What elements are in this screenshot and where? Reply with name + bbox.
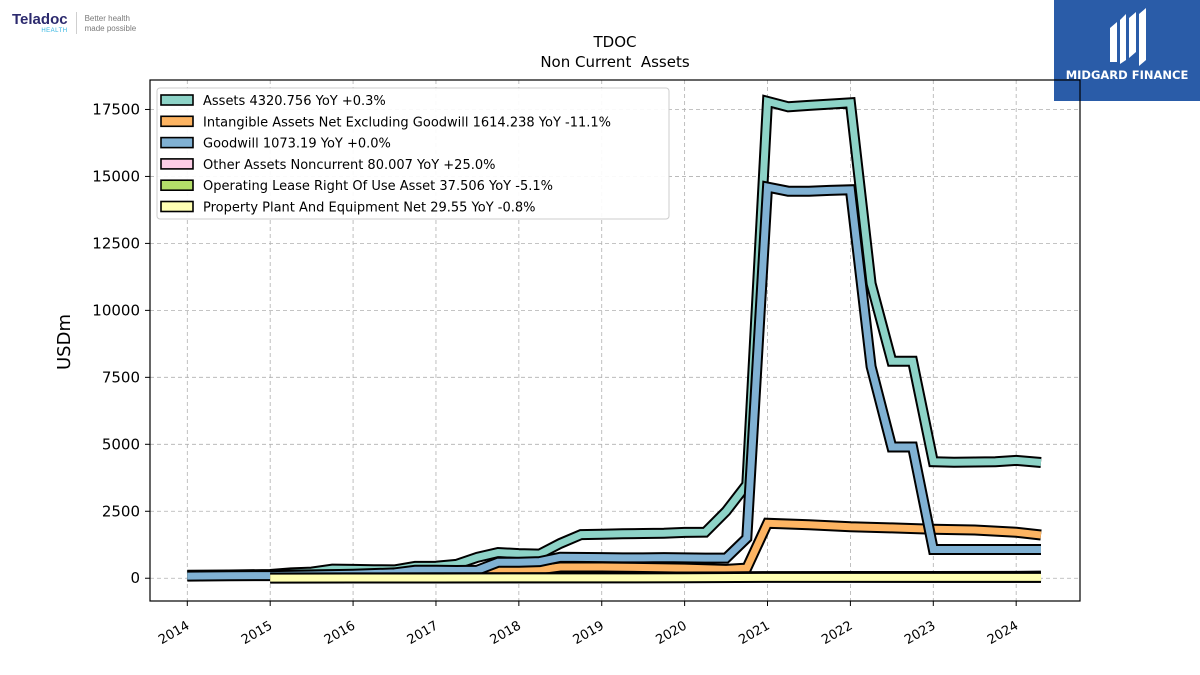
legend-swatch-2 — [160, 136, 194, 149]
legend-entry-1: Intangible Assets Net Excluding Goodwill… — [203, 115, 611, 130]
y-tick-label: 17500 — [92, 100, 140, 118]
brand-divider — [75, 12, 77, 34]
legend-swatch-5 — [160, 200, 194, 213]
y-tick-label: 10000 — [92, 301, 140, 319]
legend-swatch-3 — [160, 158, 194, 170]
x-tick-label: 2023 — [902, 618, 938, 648]
legend-entry-3: Other Assets Noncurrent 80.007 YoY +25.0… — [203, 158, 495, 173]
legend-entry-4: Operating Lease Right Of Use Asset 37.50… — [203, 179, 553, 194]
y-tick-label: 0 — [130, 569, 140, 587]
legend-swatch-4 — [160, 179, 194, 191]
y-tick-label: 2500 — [102, 502, 140, 520]
midgard-logo-icon — [1110, 8, 1146, 66]
x-tick-label: 2016 — [322, 618, 358, 648]
x-tick-label: 2014 — [156, 618, 192, 648]
y-axis-label: USDm — [54, 314, 75, 370]
legend-entry-5: Property Plant And Equipment Net 29.55 Y… — [203, 201, 536, 216]
midgard-finance-badge: MIDGARD FINANCE — [1054, 0, 1200, 101]
x-tick-label: 2022 — [819, 618, 855, 648]
plot-frame — [149, 79, 1081, 602]
x-tick-label: 2015 — [239, 618, 275, 648]
legend-entry-2: Goodwill 1073.19 YoY +0.0% — [203, 137, 391, 152]
brand-logo: Teladoc HEALTH Better health made possib… — [12, 12, 136, 34]
x-tick-label: 2017 — [405, 618, 441, 648]
y-tick-label: 5000 — [102, 435, 140, 453]
y-tick-label: 12500 — [92, 234, 140, 252]
badge-label: MIDGARD FINANCE — [1065, 68, 1189, 82]
y-tick-label: 7500 — [102, 368, 140, 386]
brand-sub: HEALTH — [41, 28, 68, 34]
y-tick-label: 15000 — [92, 167, 140, 185]
legend-swatch-0 — [160, 94, 194, 106]
x-tick-label: 2021 — [736, 618, 772, 648]
brand-tagline: Better health made possible — [85, 12, 137, 34]
brand-name: Teladoc — [12, 11, 68, 28]
x-tick-label: 2018 — [488, 618, 524, 648]
x-tick-label: 2019 — [571, 618, 607, 648]
chart-title: TDOC — [593, 33, 637, 51]
brand-tagline-line2: made possible — [84, 24, 137, 33]
legend-entry-0: Assets 4320.756 YoY +0.3% — [203, 94, 386, 109]
series-line-2 — [187, 182, 1041, 580]
legend-swatch-1 — [160, 115, 194, 128]
series-line-5 — [270, 573, 1041, 582]
x-tick-label: 2020 — [653, 618, 689, 648]
legend-box — [156, 87, 670, 220]
x-tick-label: 2024 — [985, 618, 1021, 648]
brand-tagline-line1: Better health — [84, 14, 130, 23]
chart-subtitle: Non Current Assets — [540, 53, 690, 71]
